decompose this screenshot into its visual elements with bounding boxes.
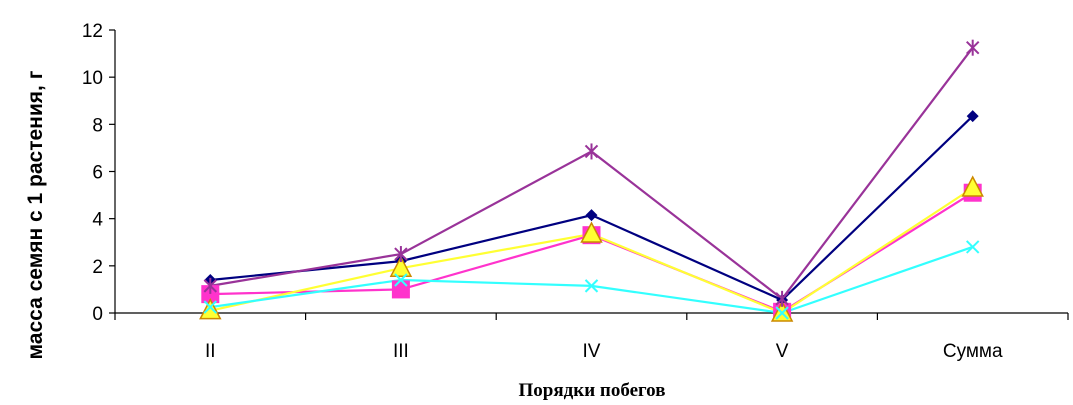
data-point — [203, 277, 218, 294]
data-point — [394, 246, 408, 263]
data-point — [775, 306, 789, 320]
data-point — [775, 290, 789, 307]
y-tick-label: 0 — [92, 304, 103, 325]
data-point — [965, 39, 980, 56]
data-point — [965, 240, 980, 254]
data-point — [585, 209, 598, 222]
data-point — [770, 300, 794, 322]
data-point — [580, 221, 603, 243]
x-tick-label: II — [205, 341, 216, 362]
series-line — [210, 245, 974, 315]
y-tick-label: 4 — [92, 210, 103, 231]
x-axis-ticks: II III IV V Сумма — [114, 313, 1069, 362]
x-tick-label: III — [393, 341, 409, 362]
series-layer — [199, 39, 984, 322]
data-point — [584, 143, 599, 160]
data-point — [199, 298, 222, 320]
y-axis-ticks: 0 2 4 6 8 10 12 — [82, 21, 115, 325]
x-axis-label: Порядки побегов — [519, 380, 666, 401]
data-point — [394, 273, 408, 287]
x-tick-label: IV — [583, 341, 601, 362]
y-tick-label: 12 — [82, 21, 103, 42]
y-tick-label: 10 — [82, 68, 103, 89]
y-axis-label: масса семян с 1 растения, г — [24, 70, 47, 359]
data-point — [966, 110, 979, 123]
data-point — [391, 280, 410, 299]
y-tick-label: 2 — [92, 257, 103, 278]
y-tick-label: 6 — [92, 163, 103, 184]
data-point — [389, 255, 413, 277]
x-tick-label: V — [776, 341, 789, 362]
data-point — [584, 279, 599, 293]
data-point — [203, 300, 218, 314]
series-line — [210, 187, 974, 315]
series-line — [210, 47, 974, 301]
y-tick-label: 8 — [92, 115, 103, 136]
x-tick-label: Сумма — [943, 341, 1003, 362]
data-point — [961, 175, 984, 197]
